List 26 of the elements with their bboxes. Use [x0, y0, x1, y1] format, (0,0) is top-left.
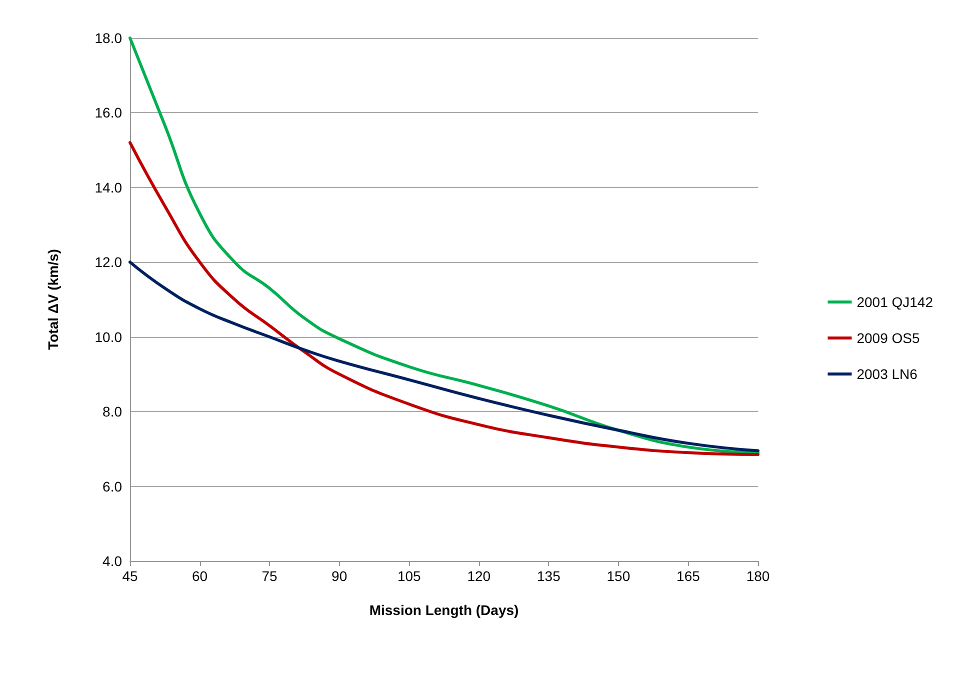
y-tick-label: 18.0 [94, 30, 122, 46]
y-tick-label: 12.0 [94, 254, 122, 270]
x-tick-label: 90 [332, 568, 348, 584]
x-tick-label: 135 [536, 568, 561, 584]
legend-label: 2001 QJ142 [856, 294, 934, 310]
x-tick-label: 165 [676, 568, 700, 584]
y-tick-label: 16.0 [94, 104, 122, 121]
x-tick-label: 75 [262, 568, 278, 584]
y-tick-label: 10.0 [94, 328, 122, 345]
x-axis-title: Mission Length (Days) [369, 602, 519, 618]
x-tick-label: 180 [746, 568, 770, 584]
x-tick-label: 150 [606, 568, 630, 584]
legend-label: 2003 LN6 [856, 366, 918, 382]
x-tick-label: 105 [397, 568, 422, 584]
y-axis-title: Total ΔV (km/s) [45, 249, 61, 350]
line-series [128, 260, 760, 452]
y-tick-label: 6.0 [102, 478, 122, 494]
x-tick-label: 120 [467, 568, 491, 584]
x-tick-label: 45 [122, 568, 138, 584]
legend-label: 2009 OS5 [856, 330, 920, 346]
y-tick-label: 8.0 [102, 404, 122, 420]
x-tick-label: 60 [192, 568, 208, 584]
y-tick-label: 4.0 [102, 553, 122, 569]
line-series [128, 141, 760, 456]
line-series [128, 36, 760, 454]
y-tick-label: 14.0 [94, 179, 122, 196]
